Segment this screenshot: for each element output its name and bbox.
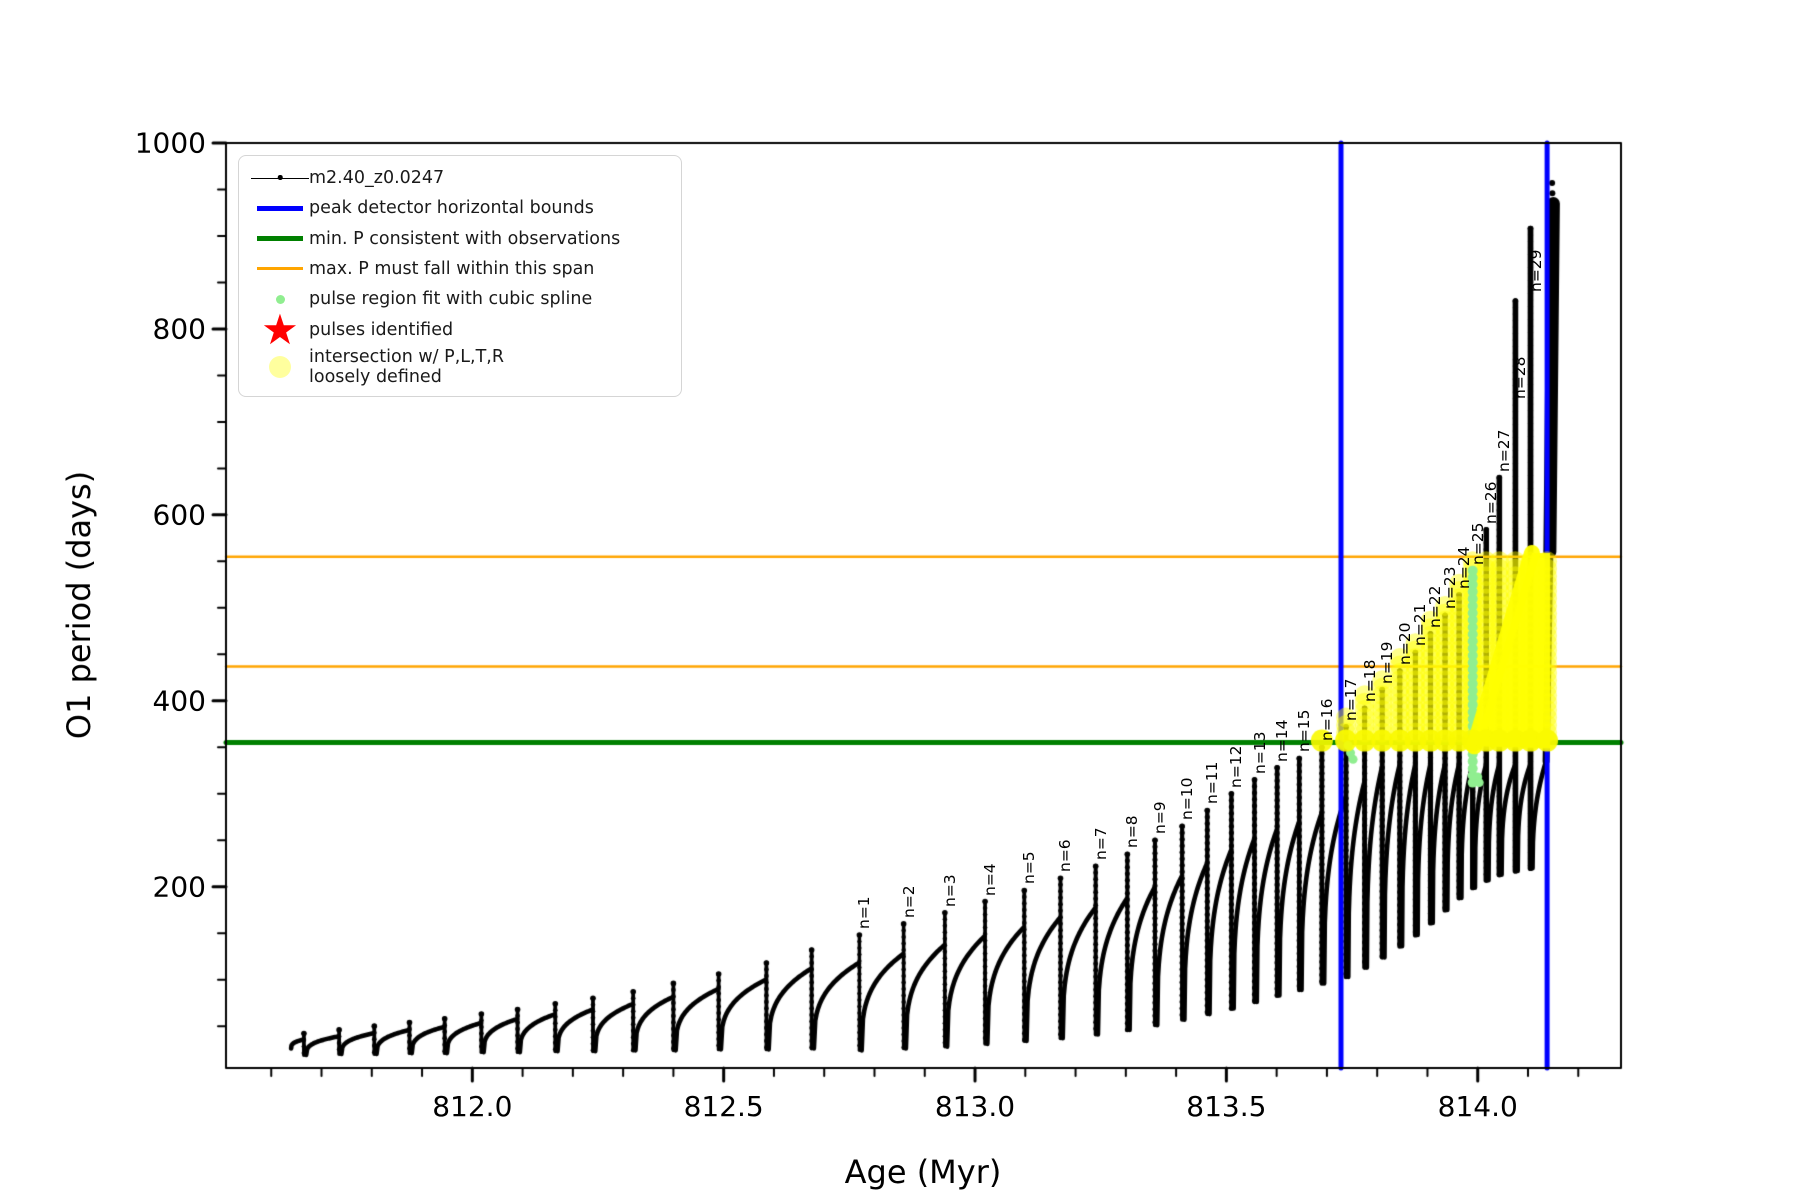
legend-label: min. P consistent with observations [309,228,621,249]
pulse-label-26: n=26 [1482,481,1501,524]
legend: m2.40_z0.0247 peak detector horizontal b… [238,155,682,397]
track-line-icon [251,175,309,180]
pulse-label-10: n=10 [1178,777,1197,821]
pulse-label-25: n=25 [1468,522,1487,565]
pulse-label-18: n=18 [1360,659,1379,703]
y-tick-label: 800 [152,312,206,346]
pulse-label-5: n=5 [1020,851,1039,885]
pulse-label-2: n=2 [899,885,918,918]
legend-label: m2.40_z0.0247 [309,168,445,188]
pulse-label-28: n=28 [1511,356,1530,400]
pulse-label-29: n=29 [1526,249,1545,293]
pulse-label-13: n=13 [1250,731,1269,774]
x-tick-label: 814.0 [1437,1090,1518,1123]
legend-item-intersection: intersection w/ P,L,T,R loosely defined [251,347,669,387]
pulse-label-11: n=11 [1203,761,1222,805]
blue-line-icon [257,205,303,211]
legend-item-min-p: min. P consistent with observations [251,226,669,252]
y-tick-label: 400 [152,684,206,718]
legend-item-pulses: ★ pulses identified [251,304,669,354]
legend-label: pulse region fit with cubic spline [309,289,593,310]
legend-label: pulses identified [309,319,454,340]
legend-label: max. P must fall within this span [309,258,595,279]
pulse-label-8: n=8 [1123,815,1142,849]
green-line-icon [257,236,303,242]
y-tick-label: 200 [152,870,206,904]
pulse-label-14: n=14 [1273,719,1292,762]
pulse-label-9: n=9 [1150,801,1169,835]
y-axis-label: O1 period (days) [60,470,98,740]
pulse-label-16: n=16 [1317,698,1336,742]
spline-dot-icon [275,294,285,304]
pulse-label-15: n=15 [1295,709,1314,753]
pulse-label-6: n=6 [1056,839,1075,873]
legend-item-track: m2.40_z0.0247 [251,165,669,191]
legend-label: peak detector horizontal bounds [309,198,594,219]
y-tick-label: 600 [152,498,206,532]
star-icon: ★ [261,304,299,354]
pulse-label-7: n=7 [1091,827,1110,861]
pulse-label-19: n=19 [1378,641,1397,684]
pulse-label-17: n=17 [1342,678,1361,721]
pulse-label-1: n=1 [855,896,874,930]
x-tick-label: 812.5 [683,1090,764,1123]
y-tick-label: 1000 [134,126,206,160]
legend-item-max-p: max. P must fall within this span [251,256,669,282]
legend-item-peak-bounds: peak detector horizontal bounds [251,195,669,221]
legend-item-spline: pulse region fit with cubic spline [251,286,669,312]
pulse-label-12: n=12 [1227,745,1246,788]
x-tick-label: 813.5 [1186,1090,1267,1123]
pulse-label-27: n=27 [1495,429,1514,472]
orange-line-icon [257,267,303,271]
legend-label: intersection w/ P,L,T,R loosely defined [309,346,504,387]
pulse-label-4: n=4 [981,862,1000,896]
pulse-label-3: n=3 [940,874,959,907]
x-tick-label: 812.0 [432,1090,513,1123]
x-tick-label: 813.0 [934,1090,1016,1123]
yellow-dot-icon [269,355,291,378]
x-axis-label: Age (Myr) [844,1153,1002,1191]
